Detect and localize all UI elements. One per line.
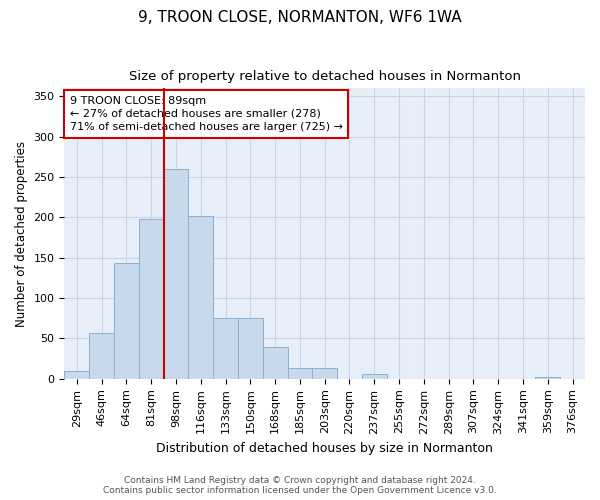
Bar [114,264,139,379]
Bar [213,318,238,379]
Text: 9, TROON CLOSE, NORMANTON, WF6 1WA: 9, TROON CLOSE, NORMANTON, WF6 1WA [138,10,462,25]
Bar [188,216,213,379]
Bar [287,368,313,379]
Bar [362,374,386,379]
Bar [263,346,287,379]
Bar [238,318,263,379]
Title: Size of property relative to detached houses in Normanton: Size of property relative to detached ho… [129,70,521,83]
Bar [535,377,560,379]
Bar [64,371,89,379]
Bar [164,169,188,379]
X-axis label: Distribution of detached houses by size in Normanton: Distribution of detached houses by size … [156,442,493,455]
Bar [89,333,114,379]
Text: 9 TROON CLOSE: 89sqm
← 27% of detached houses are smaller (278)
71% of semi-deta: 9 TROON CLOSE: 89sqm ← 27% of detached h… [70,96,343,132]
Bar [313,368,337,379]
Text: Contains HM Land Registry data © Crown copyright and database right 2024.
Contai: Contains HM Land Registry data © Crown c… [103,476,497,495]
Y-axis label: Number of detached properties: Number of detached properties [15,140,28,326]
Bar [139,219,164,379]
